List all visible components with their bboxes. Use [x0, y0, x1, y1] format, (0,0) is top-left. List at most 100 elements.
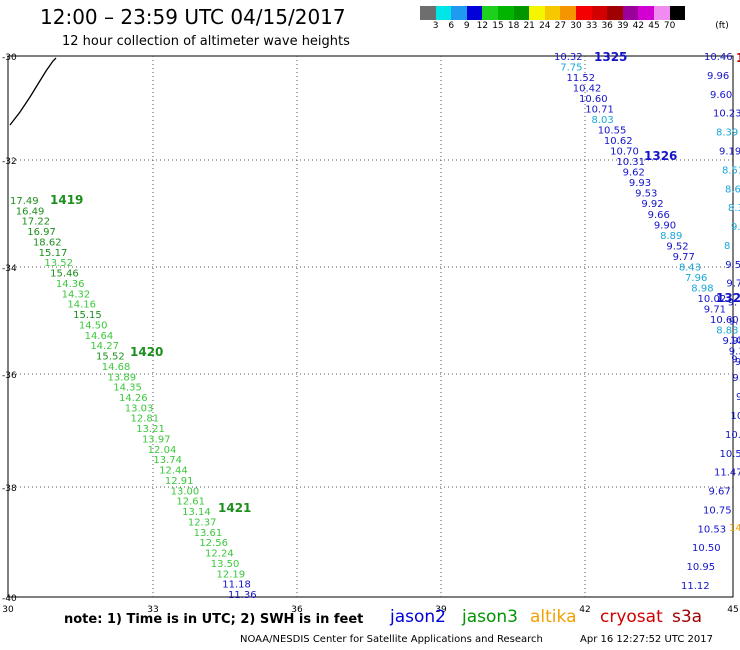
- wave-height-value: 12.56: [199, 538, 228, 549]
- wave-height-value: 9.: [729, 317, 739, 328]
- wave-height-value: 14.35: [113, 383, 142, 394]
- lon-label: 30: [2, 605, 14, 615]
- legend-swatch: [560, 6, 576, 20]
- wave-height-value: 10.70: [610, 147, 639, 158]
- wave-height-value: 10.75: [703, 505, 732, 516]
- wave-height-value: 10.31: [616, 157, 645, 168]
- legend-unit: (ft): [715, 21, 729, 31]
- wave-height-value: 12.24: [205, 549, 234, 560]
- wave-height-value: 9.60: [710, 90, 732, 101]
- wave-height-value: 13.50: [211, 559, 240, 570]
- wave-height-value: 8.39: [716, 128, 738, 139]
- wave-height-value: 9.: [731, 222, 740, 233]
- wave-height-value: 9.58: [725, 260, 740, 271]
- wave-height-value: 10.32: [554, 52, 583, 63]
- wave-height-value: 9.71: [735, 357, 740, 368]
- wave-height-value: 10.23: [713, 109, 740, 120]
- wave-height-value: 16.97: [27, 227, 56, 238]
- satellite-jason2: jason2: [390, 607, 446, 627]
- wave-height-value: 8: [724, 241, 730, 252]
- wave-height-value: 10.46: [704, 52, 733, 63]
- wave-height-value: 9.95: [736, 392, 740, 403]
- legend-swatch: [435, 6, 452, 20]
- legend-swatch: [451, 6, 467, 20]
- legend-tick-label: 15: [492, 21, 504, 31]
- wave-height-value: 17.49: [10, 196, 39, 207]
- legend-swatch: [575, 6, 592, 20]
- wave-height-value: 8.98: [691, 283, 713, 294]
- satellite-jason3: jason3: [462, 607, 518, 627]
- wave-height-value: 10.54: [720, 449, 740, 460]
- lat-label: -30: [2, 53, 17, 63]
- wave-height-value: 11.47: [714, 468, 740, 479]
- wave-height-value: 10.95: [687, 562, 716, 573]
- lon-label: 45: [727, 605, 738, 615]
- legend-swatch: [607, 6, 623, 20]
- wave-height-value: 10.42: [573, 84, 602, 95]
- wave-height-value: 9.62: [623, 168, 645, 179]
- legend-swatch: [497, 6, 514, 20]
- wave-height-value: 8.89: [660, 231, 682, 242]
- legend-swatch: [513, 6, 530, 20]
- wave-height-value: 7.75: [560, 63, 582, 74]
- legend-swatch: [529, 6, 545, 20]
- wave-height-value: 15.52: [96, 352, 125, 363]
- wave-height-value: 10.60: [579, 94, 608, 105]
- orbit-number: 1326: [644, 149, 677, 163]
- wave-height-value: 9.52: [666, 241, 688, 252]
- wave-height-value: 11.18: [222, 580, 251, 591]
- wave-height-value: 10.53: [698, 524, 727, 535]
- color-legend: [420, 6, 686, 20]
- wave-height-value: 9.53: [635, 189, 657, 200]
- wave-height-value: 9.71: [726, 279, 740, 290]
- wave-height-value: 13.21: [136, 424, 165, 435]
- wave-height-value: 9.67: [709, 487, 731, 498]
- wave-height-value: 17.22: [21, 217, 50, 228]
- wave-height-value: 14.64: [85, 331, 114, 342]
- wave-height-value: 12.44: [159, 466, 188, 477]
- wave-height-value: 11.36: [228, 590, 257, 601]
- legend-swatch: [622, 6, 639, 20]
- orbit-number: 132: [716, 291, 740, 305]
- legend-swatch: [591, 6, 608, 20]
- legend-tick-label: 36: [601, 21, 613, 31]
- wave-height-value: 10.60: [710, 315, 739, 326]
- legend-swatch: [420, 6, 436, 20]
- wave-height-value: 10.34: [731, 411, 740, 422]
- legend-tick-label: 39: [617, 21, 629, 31]
- page-title: 12:00 – 23:59 UTC 04/15/2017: [40, 5, 346, 29]
- wave-height-value: 14.32: [62, 289, 91, 300]
- wave-height-value: 12.04: [148, 445, 177, 456]
- legend-swatch: [466, 6, 483, 20]
- lat-label: -38: [2, 484, 17, 494]
- wave-height-value: 10.55: [598, 126, 627, 137]
- legend-swatch: [544, 6, 561, 20]
- wave-height-value: 12.61: [176, 497, 205, 508]
- wave-height-value: 9.98: [723, 336, 740, 347]
- wave-height-value: 8.3: [728, 203, 740, 214]
- wave-height-value: 13.74: [153, 455, 182, 466]
- coastline: [9, 57, 57, 126]
- footer-note: note: 1) Time is in UTC; 2) SWH is in fe…: [64, 612, 364, 627]
- wave-height-value: 13.89: [108, 372, 137, 383]
- legend-tick-label: 21: [523, 21, 535, 31]
- wave-height-value: 18.62: [33, 237, 62, 248]
- wave-height-value: 9.93: [629, 178, 651, 189]
- wave-height-value: 10.62: [604, 136, 633, 147]
- orbit-number: 1419: [50, 193, 83, 207]
- legend-tick-label: 45: [648, 21, 660, 31]
- page-subtitle: 12 hour collection of altimeter wave hei…: [62, 34, 350, 49]
- credit-line: NOAA/NESDIS Center for Satellite Applica…: [240, 634, 543, 645]
- wave-height-value: 12.81: [130, 414, 159, 425]
- wave-height-value: 9.60: [732, 373, 740, 384]
- wave-height-value: 9.77: [673, 252, 695, 263]
- wave-height-value: 16.49: [16, 206, 45, 217]
- orbit-number: 1420: [130, 345, 163, 359]
- legend-tick-label: 18: [507, 21, 520, 31]
- legend-tick-label: 27: [554, 21, 567, 31]
- lat-label: -36: [2, 371, 17, 381]
- lon-label: 33: [147, 605, 158, 615]
- wave-height-value: 9.96: [707, 71, 729, 82]
- lon-label: 39: [435, 605, 447, 615]
